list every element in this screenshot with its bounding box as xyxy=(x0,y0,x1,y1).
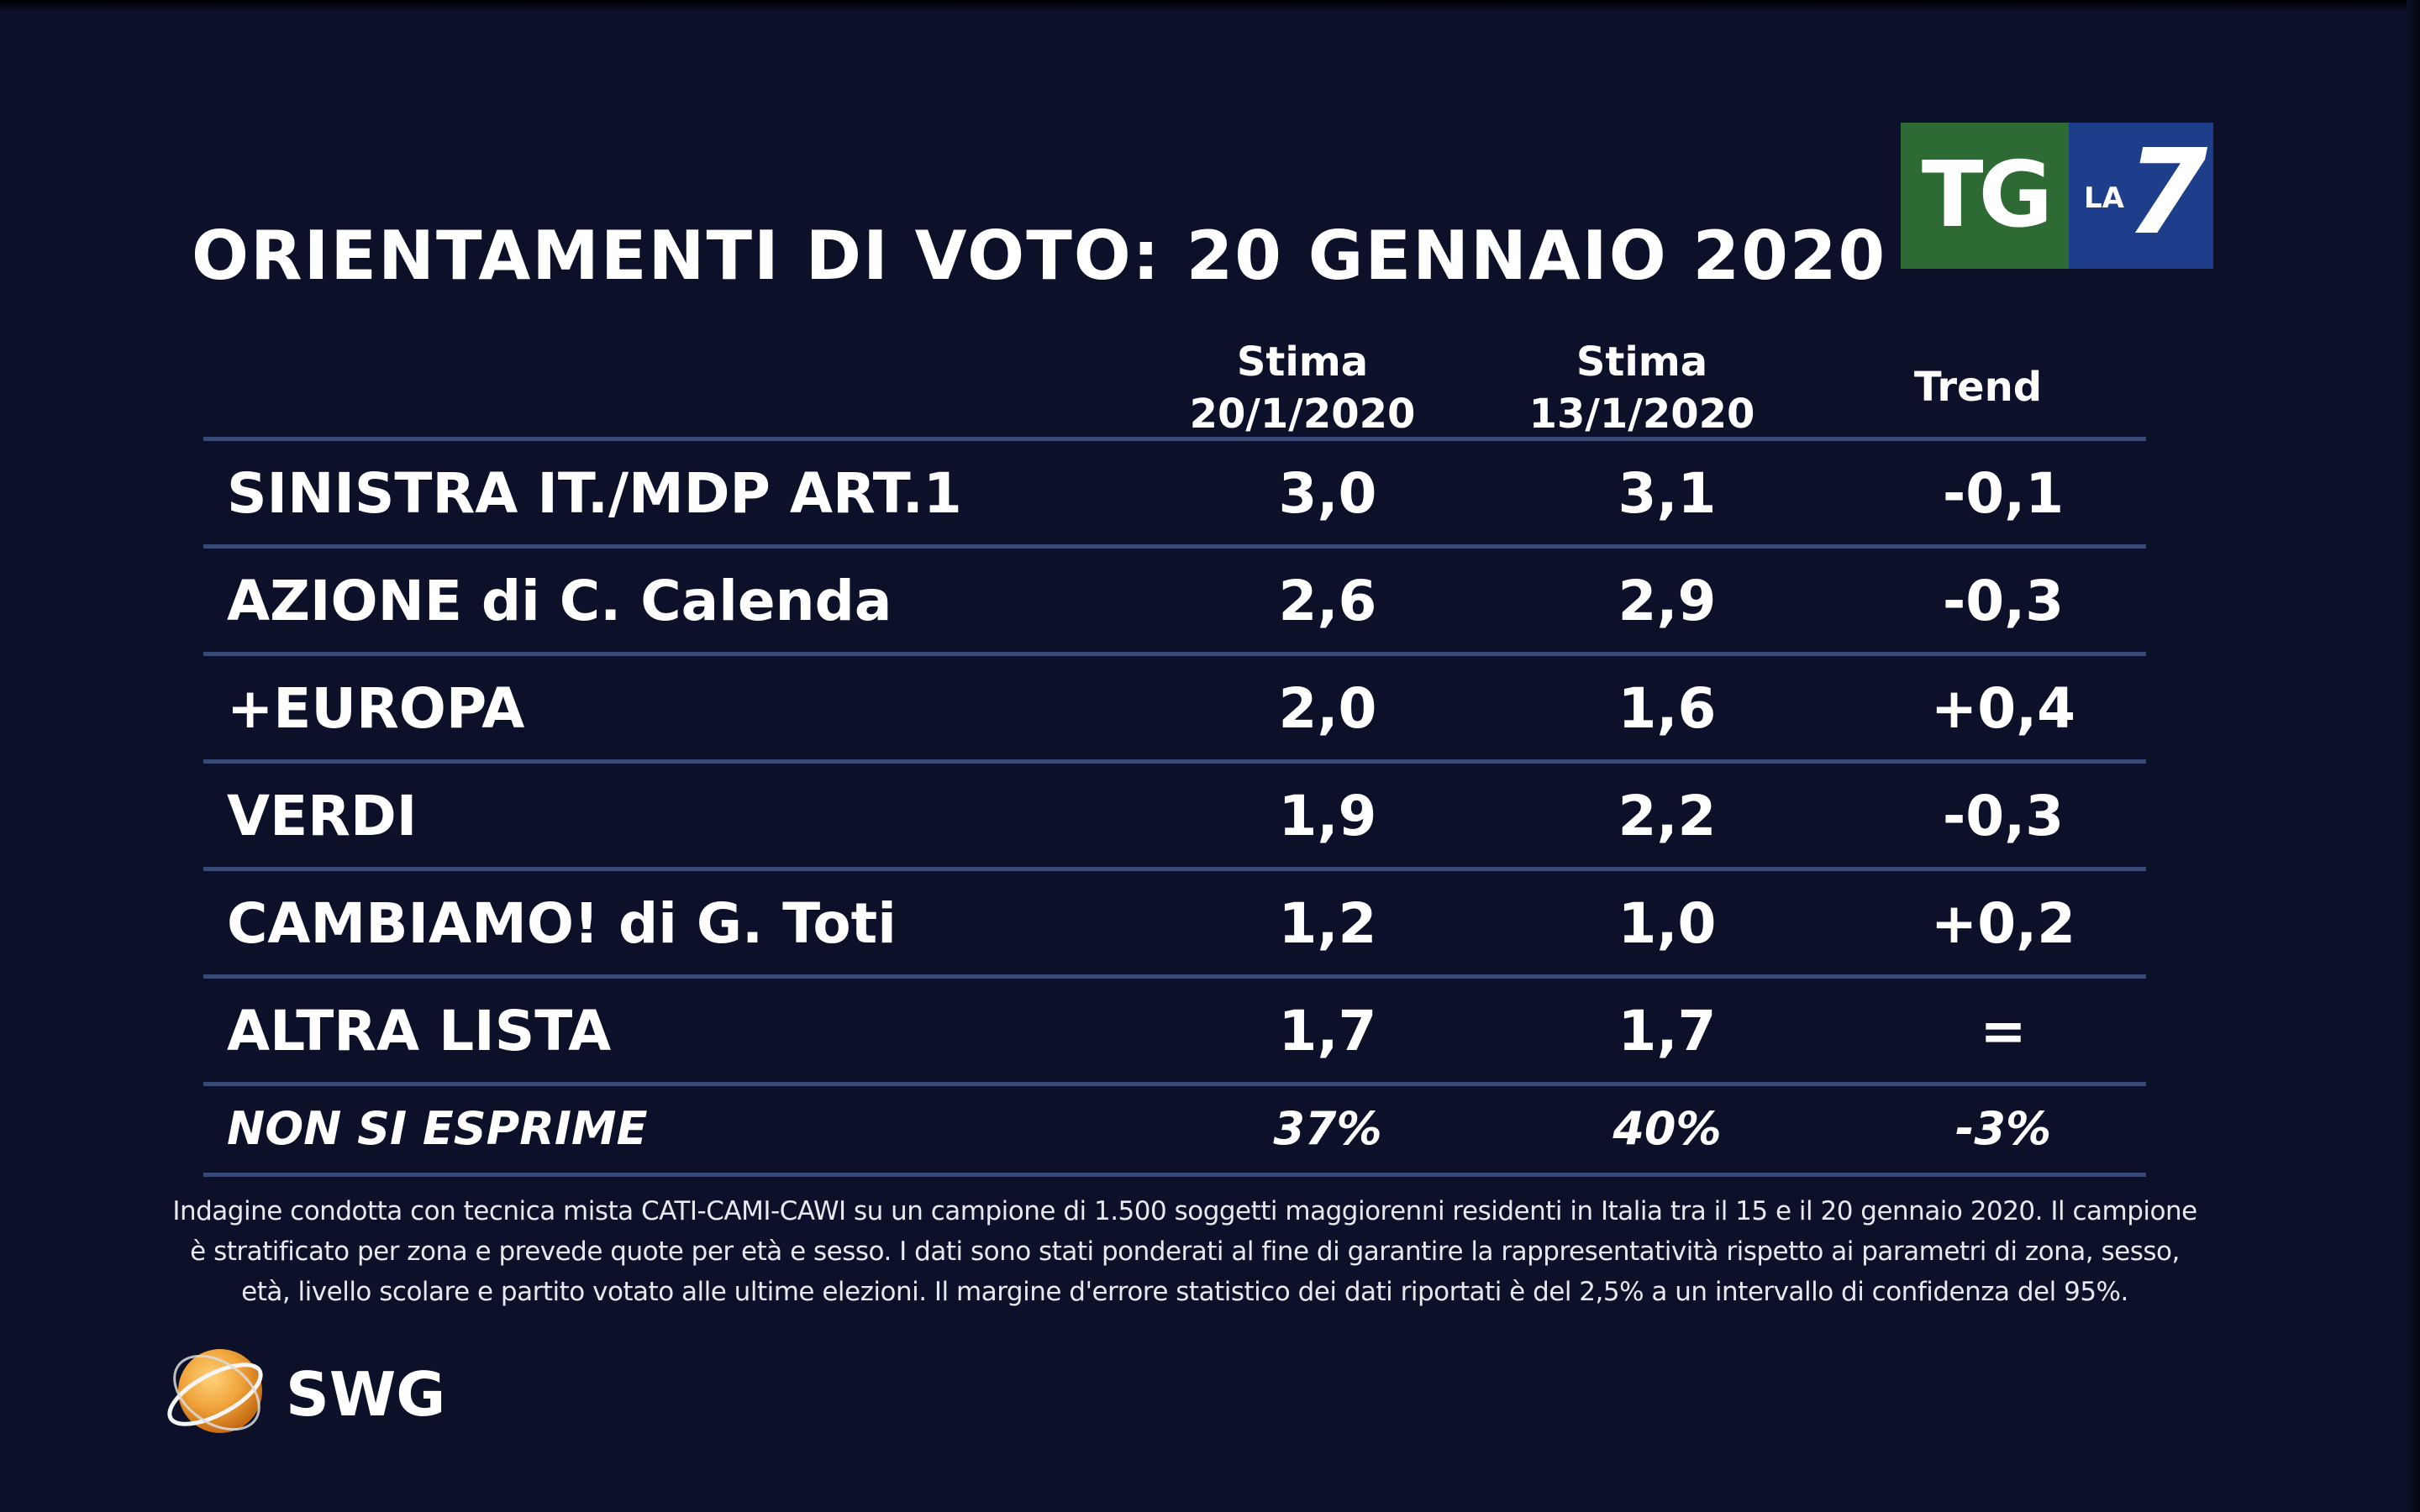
stima-13-value: 3,1 xyxy=(1618,461,1717,526)
party-label: NON SI ESPRIME xyxy=(227,1102,648,1155)
column-header-line: 13/1/2020 xyxy=(1528,391,1755,438)
swg-globe-icon xyxy=(167,1349,263,1433)
table-rule xyxy=(203,652,2146,656)
table-rule xyxy=(203,974,2146,979)
stima-13-value: 40% xyxy=(1612,1102,1722,1155)
party-label: SINISTRA IT./MDP ART.1 xyxy=(227,461,962,526)
table-row: ALTRA LISTA 1,7 1,7 = xyxy=(203,979,2146,1084)
column-header-line: Stima xyxy=(1576,339,1708,386)
logo-tg: TG xyxy=(1901,123,2069,269)
trend-value: +0,4 xyxy=(1930,676,2076,741)
table-rule xyxy=(203,1173,2146,1177)
table-rule xyxy=(203,544,2146,549)
page-title: ORIENTAMENTI DI VOTO: 20 GENNAIO 2020 xyxy=(192,217,1887,295)
table-row: VERDI 1,9 2,2 -0,3 xyxy=(203,764,2146,869)
party-label: CAMBIAMO! di G. Toti xyxy=(227,891,897,956)
stima-20-value: 2,6 xyxy=(1278,569,1377,633)
stima-20-value: 1,7 xyxy=(1278,999,1377,1063)
table-rule xyxy=(203,1082,2146,1086)
trend-value: +0,2 xyxy=(1930,891,2076,956)
table-row: CAMBIAMO! di G. Toti 1,2 1,0 +0,2 xyxy=(203,872,2146,976)
stima-13-value: 2,9 xyxy=(1618,569,1717,633)
logo-la7-block: LA 7 xyxy=(2069,123,2213,269)
right-shadow xyxy=(2407,0,2420,1512)
table-rule xyxy=(203,867,2146,871)
table-row: +EUROPA 2,0 1,6 +0,4 xyxy=(203,657,2146,761)
table-rule xyxy=(203,759,2146,764)
column-header-line: 20/1/2020 xyxy=(1189,391,1416,438)
stima-20-value: 1,9 xyxy=(1278,784,1377,848)
stima-20-value: 1,2 xyxy=(1278,891,1377,956)
trend-value: -3% xyxy=(1954,1102,2052,1155)
stima-20-value: 37% xyxy=(1273,1102,1382,1155)
table-row: SINISTRA IT./MDP ART.1 3,0 3,1 -0,1 xyxy=(203,442,2146,546)
column-header-line: Trend xyxy=(1913,364,2043,411)
logo-seven: 7 xyxy=(2126,124,2208,261)
top-shadow xyxy=(0,0,2420,12)
trend-value: -0,3 xyxy=(1942,569,2065,633)
stima-13-value: 1,6 xyxy=(1618,676,1717,741)
stima-13-value: 2,2 xyxy=(1618,784,1717,848)
methodology-footnote: Indagine condotta con tecnica mista CATI… xyxy=(172,1196,2197,1307)
party-label: AZIONE di C. Calenda xyxy=(227,569,892,633)
logo-la: LA xyxy=(2084,181,2124,215)
party-label: ALTRA LISTA xyxy=(227,999,612,1063)
table-rule xyxy=(203,437,2146,441)
party-label: +EUROPA xyxy=(227,676,525,741)
swg-logo: SWG xyxy=(160,1336,445,1453)
column-header-stima-13: Stima 13/1/2020 xyxy=(1499,336,1785,440)
column-header-line: Stima xyxy=(1236,339,1369,386)
table-row: AZIONE di C. Calenda 2,6 2,9 -0,3 xyxy=(203,549,2146,654)
trend-value: -0,1 xyxy=(1942,461,2065,526)
stima-20-value: 2,0 xyxy=(1278,676,1377,741)
trend-value: = xyxy=(1980,999,2027,1063)
party-label: VERDI xyxy=(227,784,418,848)
stima-13-value: 1,0 xyxy=(1618,891,1717,956)
trend-value: -0,3 xyxy=(1942,784,2065,848)
stima-13-value: 1,7 xyxy=(1618,999,1717,1063)
stima-20-value: 3,0 xyxy=(1278,461,1377,526)
tg-la7-logo: TG LA 7 xyxy=(1901,123,2213,269)
table-row-non-si-esprime: NON SI ESPRIME 37% 40% -3% xyxy=(203,1087,2146,1191)
column-header-stima-20: Stima 20/1/2020 xyxy=(1160,336,1445,440)
column-header-trend: Trend xyxy=(1835,361,2121,413)
swg-text: SWG xyxy=(286,1359,446,1430)
